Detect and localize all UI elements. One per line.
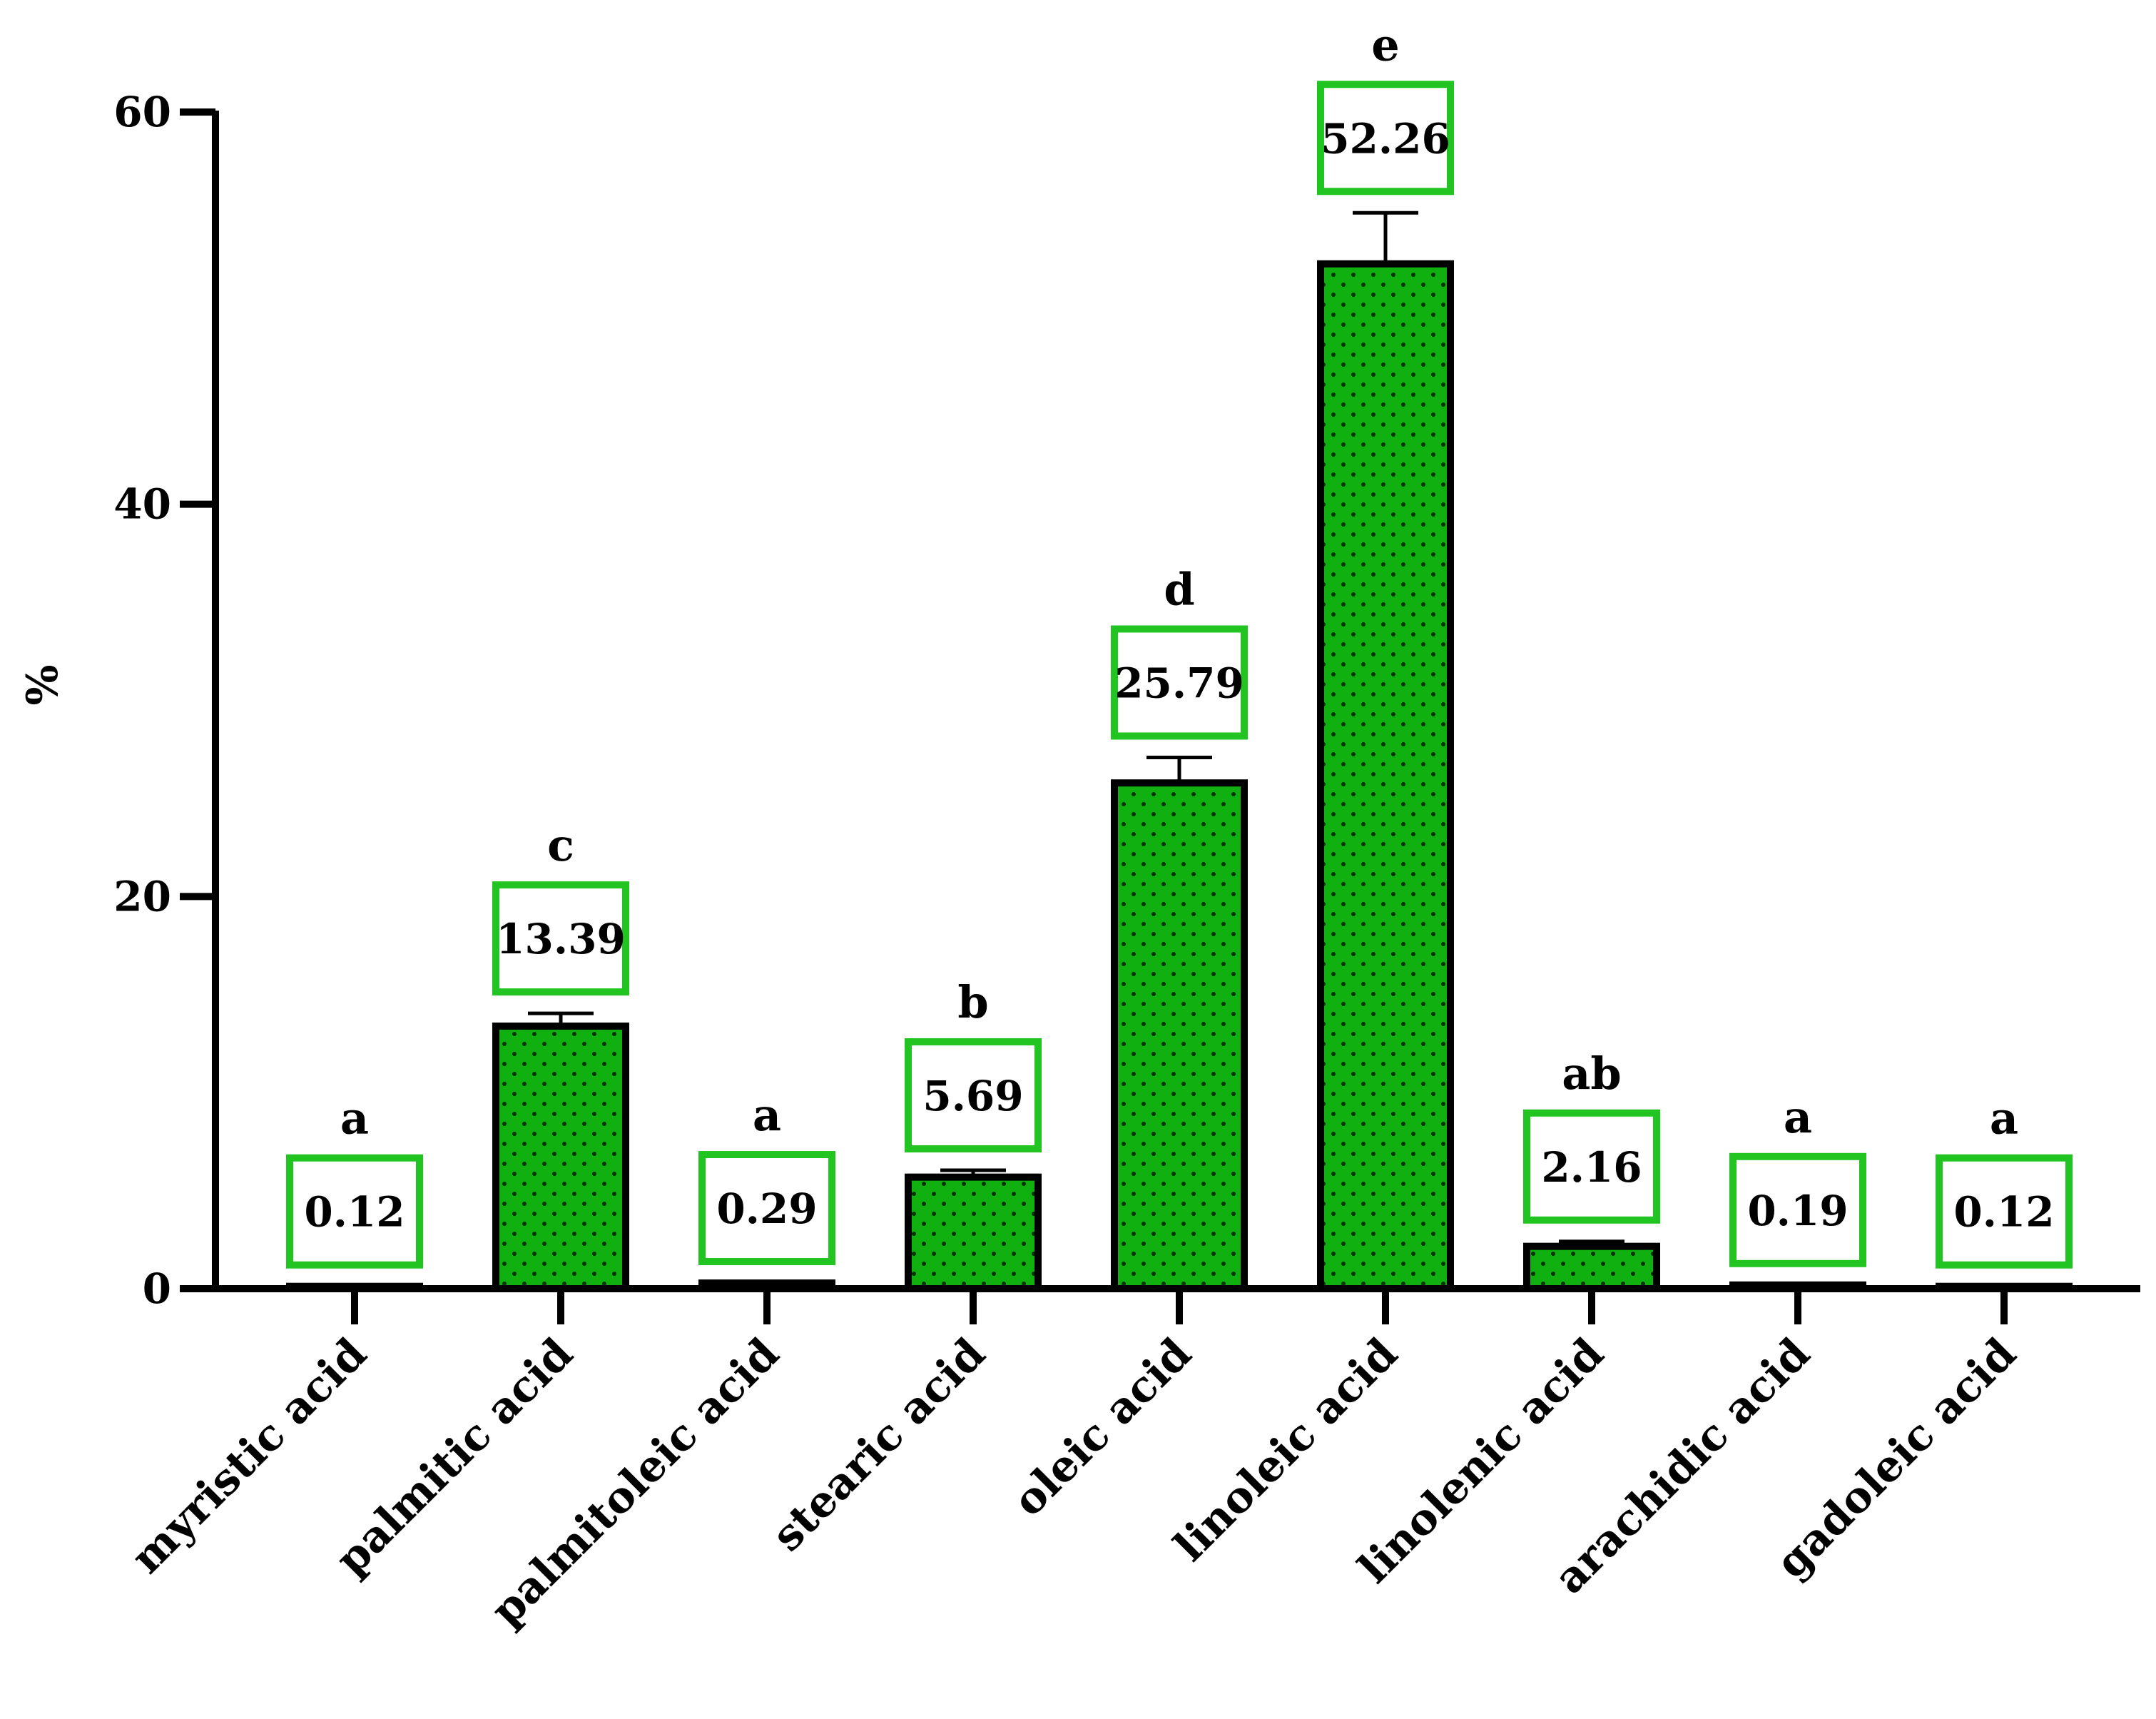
data-label: 0.19 (1747, 1187, 1848, 1235)
bar (492, 1022, 629, 1292)
bar (1317, 260, 1454, 1293)
significance-label: ab (1562, 1048, 1622, 1100)
data-label-box (286, 1154, 423, 1269)
data-label: 5.69 (922, 1072, 1023, 1120)
data-label: 25.79 (1114, 659, 1244, 707)
significance-label: b (957, 976, 988, 1028)
data-label-box (1523, 1109, 1660, 1224)
data-label-box (492, 881, 629, 996)
data-label-box (1936, 1154, 2073, 1269)
data-label-box (1317, 81, 1454, 196)
bars (286, 211, 2073, 1293)
bar (1729, 1281, 1866, 1293)
data-label-box (1729, 1152, 1866, 1267)
bar (905, 1173, 1042, 1293)
bar (1936, 1282, 2073, 1293)
x-tick-label: oleic acid (1004, 1329, 1201, 1526)
x-tick-label: linoleic acid (1165, 1329, 1408, 1571)
significance-label: a (753, 1089, 781, 1141)
bar (286, 1282, 423, 1293)
data-label-box (698, 1151, 835, 1266)
significance-label: a (340, 1092, 369, 1145)
y-tick-label: 0 (143, 1264, 171, 1313)
bar (698, 1279, 835, 1292)
significance-label: a (1784, 1091, 1812, 1143)
y-axis-label: % (18, 664, 68, 705)
data-label: 0.12 (1953, 1188, 2054, 1237)
data-label-box (1111, 625, 1248, 740)
significance-label: a (1990, 1092, 2018, 1145)
data-label: 13.39 (496, 915, 626, 963)
data-label: 0.29 (716, 1185, 817, 1233)
y-tick-label: 20 (113, 872, 171, 921)
bar (1523, 1242, 1660, 1292)
significance-label: e (1371, 19, 1399, 71)
data-label: 2.16 (1541, 1143, 1642, 1192)
data-label-box (905, 1038, 1042, 1153)
data-label: 52.26 (1321, 114, 1450, 163)
significance-label: d (1164, 563, 1194, 615)
data-label: 0.12 (304, 1188, 405, 1237)
bar (1111, 779, 1248, 1292)
significance-label: c (547, 819, 574, 871)
y-tick-label: 60 (113, 88, 171, 136)
y-tick-label: 40 (113, 480, 171, 529)
x-tick-label: stearic acid (763, 1329, 995, 1561)
